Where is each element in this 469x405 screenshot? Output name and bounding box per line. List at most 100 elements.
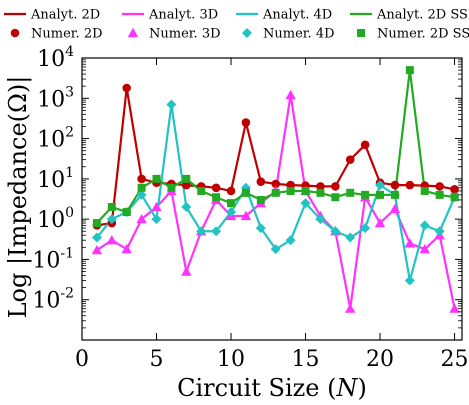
y-tick-label: 10-1 — [32, 245, 74, 273]
y-tick-label: 10-2 — [32, 286, 74, 314]
legend-item-numer-3d: Numer. 3D — [127, 27, 221, 42]
point-numer-2d — [241, 118, 251, 127]
point-numer-2d-ssh — [420, 186, 429, 195]
point-numer-4d — [315, 214, 326, 225]
point-numer-2d — [331, 182, 340, 191]
point-numer-3d — [181, 266, 192, 276]
point-numer-2d-ssh — [107, 203, 116, 212]
legend-marker-swatch — [10, 28, 20, 38]
point-numer-2d-ssh — [122, 208, 131, 217]
point-numer-4d — [285, 235, 296, 246]
point-numer-4d — [404, 275, 415, 286]
legend-item-analyt-3d: Analyt. 3D — [122, 8, 218, 23]
legend-label: Numer. 4D — [263, 27, 335, 42]
point-numer-2d — [256, 177, 266, 187]
point-numer-2d — [345, 155, 355, 164]
point-numer-4d — [151, 214, 162, 225]
point-numer-2d-ssh — [346, 188, 355, 197]
point-numer-4d — [196, 226, 207, 237]
point-numer-4d — [360, 223, 371, 234]
point-numer-2d-ssh — [390, 190, 399, 199]
point-numer-2d — [435, 182, 444, 191]
series-line-analyt-2d-ssh — [96, 69, 455, 224]
point-numer-2d-ssh — [167, 183, 176, 192]
point-numer-2d-ssh — [316, 188, 325, 197]
point-numer-2d-ssh — [286, 186, 295, 195]
plot-frame — [81, 57, 463, 341]
point-numer-2d — [316, 182, 325, 191]
point-numer-4d — [300, 198, 311, 209]
y-tick-label: 103 — [37, 84, 74, 112]
point-numer-4d — [419, 220, 430, 231]
legend-label: Analyt. 2D — [30, 8, 100, 23]
point-numer-4d — [345, 232, 356, 243]
legend-label: Numer. 2D SSH — [377, 27, 469, 42]
legend-item-numer-4d: Numer. 4D — [242, 27, 335, 42]
point-numer-3d — [285, 89, 296, 100]
point-numer-4d — [434, 226, 445, 237]
point-numer-2d-ssh — [271, 188, 280, 197]
point-numer-4d — [211, 226, 222, 237]
series-line-analyt-3d — [96, 93, 456, 310]
legend-item-numer-2d: Numer. 2D — [10, 27, 103, 42]
point-numer-3d — [91, 244, 103, 255]
point-numer-4d — [91, 232, 102, 243]
point-numer-2d-ssh — [301, 186, 310, 195]
x-tick-label: 5 — [150, 347, 164, 372]
point-numer-3d — [121, 243, 132, 254]
point-numer-2d-ssh — [331, 193, 340, 202]
y-tick-label: 104 — [37, 44, 74, 72]
legend-label: Analyt. 2D SSH — [376, 8, 469, 23]
point-numer-2d — [271, 179, 281, 189]
axis-ticks: 0 5 10 15 20 25 104 103 102 101 100 10-1 10-2 — [32, 44, 468, 372]
point-numer-3d — [106, 235, 118, 245]
point-numer-2d-ssh — [182, 174, 191, 183]
point-numer-2d-ssh — [137, 183, 146, 192]
series-markers — [91, 66, 460, 313]
point-numer-2d — [122, 83, 132, 93]
legend-label: Analyt. 4D — [262, 8, 332, 23]
point-numer-2d — [360, 140, 370, 150]
point-numer-4d — [166, 99, 177, 110]
point-numer-3d — [240, 210, 252, 221]
point-numer-3d — [404, 238, 416, 248]
y-axis-title: Log |Impedance(Ω)| — [4, 76, 33, 319]
point-numer-2d-ssh — [435, 190, 444, 199]
point-numer-2d-ssh — [376, 190, 385, 199]
y-tick-label: 102 — [37, 125, 74, 153]
legend-marker-swatch — [127, 27, 139, 38]
point-numer-2d — [226, 186, 236, 196]
point-numer-2d — [211, 183, 221, 193]
legend-label: Analyt. 3D — [148, 8, 218, 23]
point-numer-4d — [136, 189, 147, 200]
legend-label: Numer. 2D — [31, 27, 103, 42]
point-numer-3d — [374, 217, 386, 228]
point-numer-3d — [449, 303, 460, 313]
point-numer-4d — [106, 214, 117, 225]
point-numer-4d — [181, 202, 192, 213]
point-numer-2d — [390, 180, 400, 190]
x-tick-label: 0 — [75, 347, 89, 372]
series-line-analyt-2d — [96, 86, 455, 227]
point-numer-2d-ssh — [197, 186, 206, 195]
legend-item-numer-2d-ssh: Numer. 2D SSH — [357, 27, 469, 42]
legend-marker-swatch — [357, 29, 365, 37]
point-numer-4d — [270, 244, 281, 255]
point-numer-2d — [182, 180, 191, 190]
point-numer-4d — [330, 226, 341, 237]
point-numer-2d-ssh — [212, 193, 221, 202]
point-numer-3d — [345, 303, 356, 313]
point-numer-4d — [226, 207, 237, 218]
legend: Analyt. 2D Numer. 2D Analyt. 3D Numer. 3D An… — [4, 8, 469, 42]
point-numer-3d — [151, 201, 162, 212]
x-tick-label: 10 — [217, 347, 245, 372]
point-numer-3d — [419, 243, 430, 254]
legend-item-analyt-2d-ssh: Analyt. 2D SSH — [350, 8, 469, 23]
point-numer-2d-ssh — [227, 199, 236, 208]
legend-marker-swatch — [242, 28, 252, 38]
legend-item-analyt-2d: Analyt. 2D — [4, 8, 100, 23]
point-numer-4d — [375, 180, 386, 191]
point-numer-2d-ssh — [92, 219, 101, 228]
point-numer-2d-ssh — [241, 188, 250, 197]
